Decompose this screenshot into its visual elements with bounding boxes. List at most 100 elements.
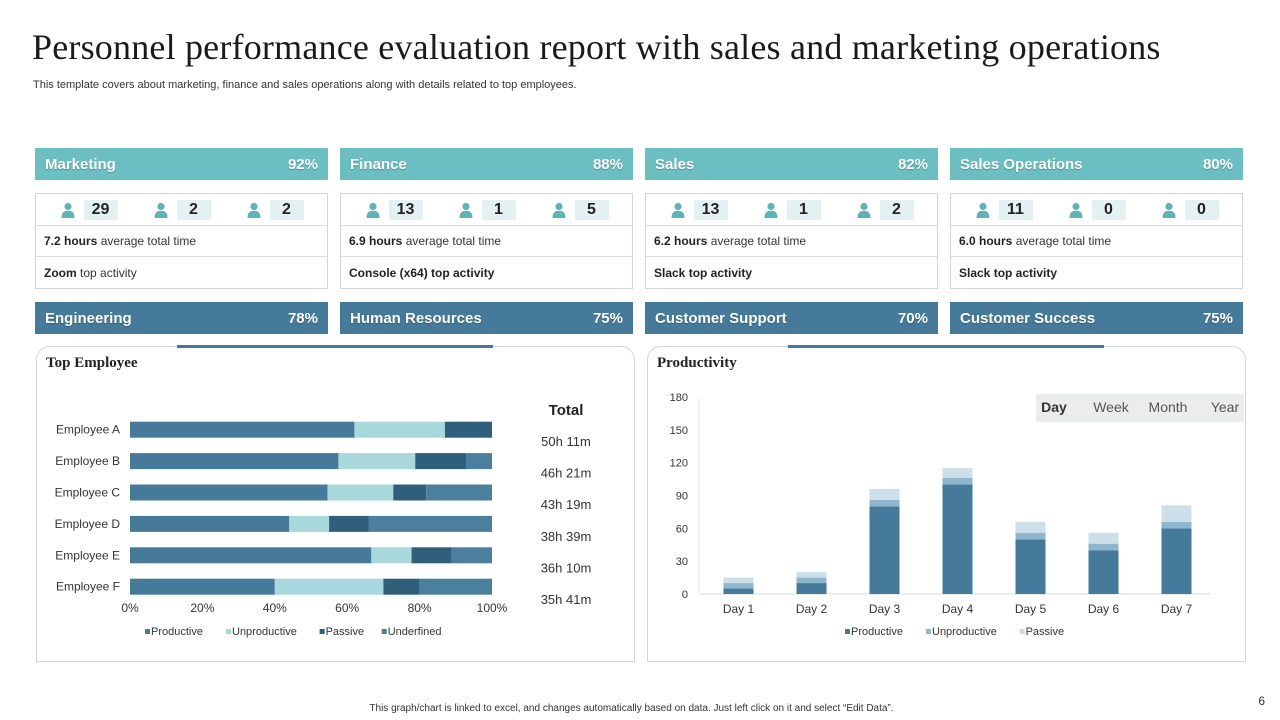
- period-tab-year[interactable]: Year: [1211, 399, 1240, 415]
- bar-segment-unproductive: [723, 583, 754, 589]
- bar-segment-passive: [1088, 532, 1119, 544]
- bar-segment-unproductive: [274, 578, 384, 595]
- person-icon: [551, 202, 567, 218]
- dept-header-sales-operations: Sales Operations 80%: [950, 148, 1243, 180]
- bar-segment-passive: [1161, 505, 1192, 522]
- dept-hours: 6.2 hours: [654, 234, 708, 248]
- legend-label: Unproductive: [232, 626, 297, 638]
- bar-segment-productive: [723, 588, 754, 594]
- dept-percent: 78%: [287, 309, 318, 327]
- bar-segment-unproductive: [1015, 532, 1046, 540]
- employee-total: 50h 11m: [541, 434, 591, 449]
- legend-swatch: [1019, 629, 1025, 634]
- bar-segment-passive: [383, 578, 420, 595]
- dept-stat: 5: [551, 199, 609, 220]
- bar-segment-productive: [130, 484, 328, 501]
- legend-label: Passive: [326, 626, 365, 638]
- y-tick-label: Employee A: [56, 423, 120, 437]
- employee-total: 38h 39m: [541, 529, 592, 544]
- dept-stats-row: 29 2 2: [36, 194, 327, 226]
- x-tick-label: 100%: [477, 601, 508, 615]
- stat-value: 29: [83, 199, 118, 220]
- bar-segment-underfined: [368, 515, 492, 532]
- productivity-panel: Productivity 0 30 60 90 120 150 180 Day 1 Day 2 D…: [647, 345, 1246, 662]
- bar-segment-passive: [1015, 521, 1046, 533]
- dept-hours-label: average total time: [402, 234, 502, 248]
- dept-hours-row: 6.2 hours average total time: [646, 226, 937, 257]
- dept-activity: Slack top activity: [959, 265, 1058, 280]
- dept-header-customer-success: Customer Success 75%: [950, 302, 1243, 334]
- period-tab-day[interactable]: Day: [1041, 399, 1067, 415]
- x-tick-label: Day 6: [1088, 602, 1120, 616]
- person-icon: [60, 202, 76, 218]
- bar-segment-underfined: [466, 453, 492, 470]
- dept-name: Customer Support: [655, 309, 787, 327]
- dept-stats-row: 11 0 0: [951, 194, 1242, 226]
- stat-value: 13: [693, 199, 728, 220]
- period-tab-month[interactable]: Month: [1149, 399, 1188, 415]
- bar-segment-passive: [393, 484, 427, 501]
- dept-header-engineering: Engineering 78%: [35, 302, 328, 334]
- bar-segment-passive: [723, 577, 754, 584]
- footnote: This graph/chart is linked to excel, and…: [369, 703, 894, 714]
- stat-value: 2: [176, 199, 211, 220]
- bar-segment-passive: [329, 515, 369, 532]
- dept-name: Finance: [350, 155, 407, 173]
- dept-percent: 70%: [897, 309, 928, 327]
- person-icon: [975, 202, 991, 218]
- x-tick-label: Day 2: [796, 602, 828, 616]
- y-tick-label: 60: [676, 523, 688, 535]
- legend-label: Passive: [1026, 626, 1065, 638]
- dept-stat: 0: [1161, 199, 1219, 220]
- legend-swatch: [145, 629, 150, 634]
- x-tick-label: 20%: [190, 601, 214, 615]
- stat-value: 5: [574, 199, 609, 220]
- dept-stat: 2: [856, 199, 914, 220]
- panel-accent-bar: [788, 345, 1104, 348]
- period-tab-week[interactable]: Week: [1093, 399, 1130, 415]
- dept-activity-row: Zoom top activity: [36, 257, 327, 288]
- bar-segment-productive: [130, 578, 275, 595]
- dept-hours-row: 6.9 hours average total time: [341, 226, 632, 257]
- employee-total: 46h 21m: [541, 466, 592, 481]
- bar-segment-underfined: [426, 484, 492, 501]
- y-tick-label: 150: [670, 425, 688, 437]
- top-employee-panel: Top Employee Employee A Employee B Employe…: [36, 345, 635, 662]
- dept-header-sales: Sales 82%: [645, 148, 938, 180]
- person-icon: [153, 202, 169, 218]
- bar-segment-productive: [942, 484, 973, 594]
- y-tick-label: Employee C: [55, 486, 121, 500]
- productivity-title: Productivity: [657, 355, 737, 371]
- legend-swatch: [226, 629, 231, 634]
- dept-hours-label: average total time: [97, 234, 197, 248]
- page-number: 6: [1258, 694, 1265, 708]
- bar-segment-passive: [796, 572, 827, 578]
- dept-stat: 2: [153, 199, 211, 220]
- employee-total: 35h 41m: [541, 592, 592, 607]
- legend-label: Unproductive: [932, 626, 997, 638]
- dept-stat: 29: [60, 199, 118, 220]
- stat-value: 0: [1091, 199, 1126, 220]
- y-tick-label: Employee E: [55, 548, 120, 562]
- bar-segment-underfined: [451, 547, 492, 564]
- bar-segment-productive: [130, 421, 355, 438]
- bar-segment-passive: [415, 453, 467, 470]
- y-tick-label: Employee D: [55, 517, 121, 531]
- dept-percent: 75%: [1202, 309, 1233, 327]
- dept-stat: 0: [1068, 199, 1126, 220]
- bar-segment-productive: [1015, 539, 1046, 594]
- bar-segment-productive: [130, 547, 372, 564]
- bar-segment-unproductive: [796, 577, 827, 584]
- person-icon: [1161, 202, 1177, 218]
- dept-activity: Slack top activity: [654, 265, 753, 280]
- person-icon: [763, 202, 779, 218]
- person-icon: [246, 202, 262, 218]
- bar-segment-unproductive: [289, 515, 330, 532]
- person-icon: [670, 202, 686, 218]
- dept-percent: 88%: [592, 155, 623, 173]
- dept-details-marketing: 29 2 2 7.2 hours average total time Zoom top…: [35, 193, 328, 289]
- legend-swatch: [926, 629, 931, 634]
- dept-stat: 1: [763, 199, 821, 220]
- x-tick-label: 80%: [408, 601, 432, 615]
- legend-label: Productive: [851, 626, 903, 638]
